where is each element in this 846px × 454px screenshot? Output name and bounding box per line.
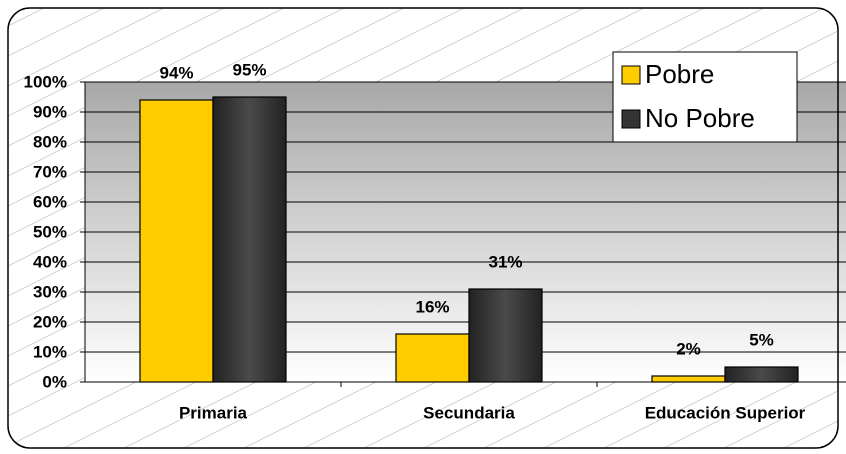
data-label: 5% [749, 330, 774, 349]
x-tick-label: Secundaria [423, 403, 515, 422]
y-tick-label: 90% [33, 102, 67, 121]
y-tick-label: 30% [33, 282, 67, 301]
y-tick-label: 40% [33, 252, 67, 271]
y-tick-label: 80% [33, 132, 67, 151]
bar [468, 288, 543, 383]
data-label: 16% [415, 297, 449, 316]
y-tick-label: 20% [33, 312, 67, 331]
bar [395, 333, 470, 383]
bar [724, 366, 799, 383]
y-tick-label: 50% [33, 222, 67, 241]
data-label: 2% [676, 339, 701, 358]
legend-swatch [621, 65, 641, 85]
legend-box [612, 51, 798, 143]
legend-swatch [621, 109, 641, 129]
bar [212, 96, 287, 383]
data-label: 95% [232, 60, 266, 79]
y-tick-label: 10% [33, 342, 67, 361]
legend-label: No Pobre [645, 103, 755, 133]
x-tick-label: Educación Superior [645, 403, 806, 422]
bar [651, 375, 726, 383]
y-tick-label: 100% [24, 72, 67, 91]
y-tick-label: 70% [33, 162, 67, 181]
y-tick-label: 60% [33, 192, 67, 211]
y-tick-label: 0% [42, 372, 67, 391]
x-tick-label: Primaria [179, 403, 248, 422]
data-label: 94% [159, 63, 193, 82]
legend-label: Pobre [645, 59, 714, 89]
data-label: 31% [488, 252, 522, 271]
bar [139, 99, 214, 383]
frame [7, 7, 839, 449]
